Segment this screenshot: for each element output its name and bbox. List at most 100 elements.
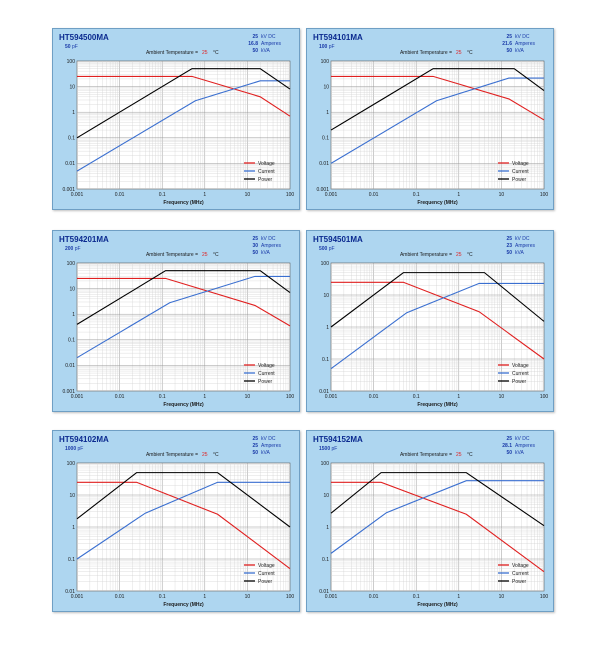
- rating-unit: kVA: [515, 48, 524, 54]
- y-tick-label: 0.01: [319, 589, 329, 595]
- chart-panel: HT594102MA 1000 pF 25 kV DC 25 Amperes 50 kVA Am…: [52, 430, 300, 612]
- rating-unit: Amperes: [515, 243, 536, 249]
- x-tick-label: 10: [499, 192, 505, 198]
- capacitance-unit: pF: [329, 246, 335, 252]
- x-axis-label: Frequency (MHz): [417, 602, 458, 608]
- temperature-unit: °C: [467, 50, 473, 56]
- x-tick-label: 0.1: [159, 594, 166, 600]
- x-tick-label: 1: [203, 192, 206, 198]
- y-tick-label: 0.01: [65, 161, 75, 167]
- x-tick-label: 10: [499, 394, 505, 400]
- legend-label: Voltage: [258, 161, 275, 167]
- x-tick-label: 0.1: [413, 192, 420, 198]
- temperature-value: 25: [456, 252, 462, 258]
- x-tick-label: 100: [286, 594, 295, 600]
- temperature-unit: °C: [213, 252, 219, 258]
- x-tick-label: 1: [457, 394, 460, 400]
- temperature-value: 25: [456, 50, 462, 56]
- rating-value: 25: [252, 443, 258, 449]
- y-tick-label: 10: [323, 493, 329, 499]
- y-tick-label: 10: [323, 84, 329, 90]
- legend-label: Current: [258, 571, 275, 577]
- y-tick-label: 0.1: [68, 136, 75, 142]
- temperature-unit: °C: [213, 50, 219, 56]
- x-tick-label: 0.01: [369, 594, 379, 600]
- capacitance-unit: pF: [329, 44, 335, 50]
- capacitance-unit: pF: [72, 44, 78, 50]
- capacitance-label: 200 pF: [65, 246, 81, 252]
- y-tick-label: 1: [326, 110, 329, 116]
- rating-value: 25: [252, 436, 258, 442]
- legend-label: Voltage: [512, 363, 529, 369]
- y-tick-label: 10: [69, 286, 75, 292]
- series-line-power: [76, 68, 291, 139]
- capacitance-label: 50 pF: [65, 44, 78, 50]
- rating-value: 16.8: [248, 41, 258, 47]
- x-tick-label: 1: [457, 192, 460, 198]
- series-line-voltage: [77, 277, 291, 327]
- capacitance-unit: pF: [78, 446, 84, 452]
- legend-label: Power: [258, 379, 273, 385]
- rating-unit: Amperes: [515, 443, 536, 449]
- x-tick-label: 100: [540, 394, 549, 400]
- x-tick-label: 0.1: [159, 192, 166, 198]
- rating-value: 25: [506, 34, 512, 40]
- rating-unit: Amperes: [261, 41, 282, 47]
- x-tick-label: 100: [540, 594, 549, 600]
- capacitance-unit: pF: [75, 246, 81, 252]
- rating-value: 23: [506, 243, 512, 249]
- series-line-power: [330, 472, 545, 527]
- model-title: HT594500MA: [59, 33, 109, 42]
- y-tick-label: 1: [326, 325, 329, 331]
- legend-label: Power: [258, 177, 273, 183]
- y-tick-label: 10: [323, 293, 329, 299]
- series-line-voltage: [77, 481, 291, 570]
- x-tick-label: 100: [286, 192, 295, 198]
- y-tick-label: 100: [321, 59, 330, 65]
- y-tick-label: 0.01: [65, 363, 75, 369]
- x-tick-label: 0.1: [413, 394, 420, 400]
- series-line-power: [330, 68, 545, 131]
- x-tick-label: 0.001: [71, 394, 84, 400]
- x-axis-label: Frequency (MHz): [163, 200, 204, 206]
- rating-value: 50: [252, 450, 258, 456]
- temperature-label: Ambient Temperature =: [146, 452, 198, 458]
- temperature-label: Ambient Temperature =: [400, 50, 452, 56]
- rating-value: 25: [252, 34, 258, 40]
- temperature-value: 25: [202, 50, 208, 56]
- rating-unit: kV DC: [261, 436, 276, 442]
- y-tick-label: 0.001: [316, 187, 329, 193]
- x-tick-label: 0.001: [325, 394, 338, 400]
- rating-value: 50: [252, 250, 258, 256]
- x-axis-label: Frequency (MHz): [163, 402, 204, 408]
- legend-label: Current: [512, 169, 529, 175]
- series-line-current: [76, 80, 290, 172]
- gridlines: [330, 61, 544, 190]
- temperature-unit: °C: [467, 252, 473, 258]
- y-tick-label: 0.1: [322, 136, 329, 142]
- rating-value: 50: [506, 48, 512, 54]
- x-axis-label: Frequency (MHz): [417, 200, 458, 206]
- model-title: HT594201MA: [59, 235, 109, 244]
- legend-label: Power: [512, 379, 527, 385]
- rating-value: 28.1: [502, 443, 512, 449]
- x-tick-label: 0.001: [325, 594, 338, 600]
- model-title: HT594501MA: [313, 235, 363, 244]
- series-line-current: [76, 275, 290, 359]
- temperature-label: Ambient Temperature =: [400, 252, 452, 258]
- y-tick-label: 100: [67, 59, 76, 65]
- y-tick-label: 0.01: [319, 389, 329, 395]
- temperature-value: 25: [202, 252, 208, 258]
- capacitance-label: 500 pF: [319, 246, 335, 252]
- y-tick-label: 0.1: [68, 557, 75, 563]
- gridlines: [76, 463, 290, 592]
- rating-value: 25: [252, 236, 258, 242]
- y-tick-label: 100: [67, 261, 76, 267]
- x-tick-label: 0.1: [413, 594, 420, 600]
- temperature-value: 25: [202, 452, 208, 458]
- x-axis-label: Frequency (MHz): [417, 402, 458, 408]
- legend-label: Current: [512, 571, 529, 577]
